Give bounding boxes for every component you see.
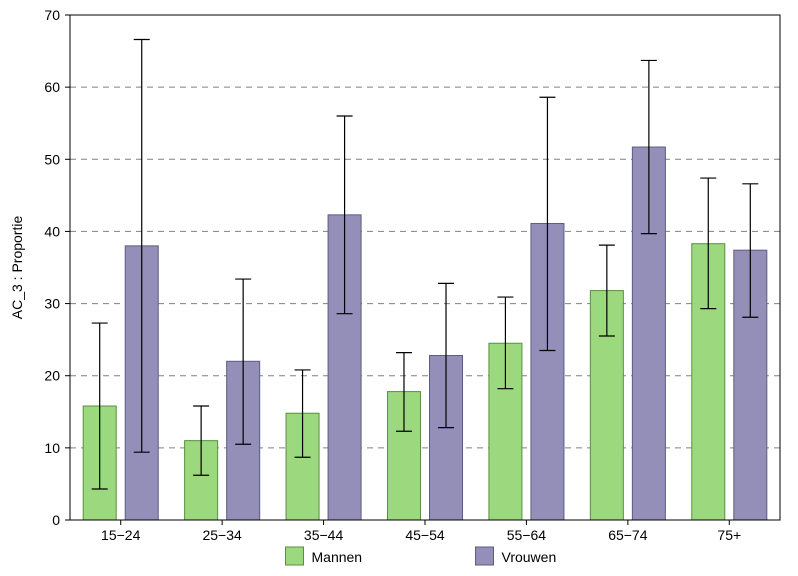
- legend-label: Mannen: [312, 549, 363, 565]
- chart-container: 0 10 20 30 40 50 60 70 15−24 25−34 35−44 45−54 55−64…: [0, 0, 798, 576]
- y-tick-label: 20: [44, 368, 60, 384]
- y-tick-label: 40: [44, 223, 60, 239]
- x-tick-label: 45−54: [405, 527, 445, 543]
- y-tick-label: 50: [44, 151, 60, 167]
- y-axis-label: AC_3 : Proportie: [9, 216, 25, 320]
- legend-swatch: [286, 547, 304, 565]
- y-tick-label: 10: [44, 440, 60, 456]
- x-tick-label: 55−64: [507, 527, 547, 543]
- y-tick-label: 0: [52, 512, 60, 528]
- x-tick-label: 75+: [717, 527, 741, 543]
- x-tick-label: 35−44: [304, 527, 344, 543]
- legend-label: Vrouwen: [502, 549, 557, 565]
- y-tick-label: 70: [44, 7, 60, 23]
- legend-swatch: [476, 547, 494, 565]
- x-tick-label: 65−74: [608, 527, 648, 543]
- x-tick-label: 15−24: [101, 527, 141, 543]
- y-tick-label: 60: [44, 79, 60, 95]
- bar-chart: 0 10 20 30 40 50 60 70 15−24 25−34 35−44 45−54 55−64…: [0, 0, 798, 571]
- y-tick-label: 30: [44, 296, 60, 312]
- x-tick-label: 25−34: [202, 527, 242, 543]
